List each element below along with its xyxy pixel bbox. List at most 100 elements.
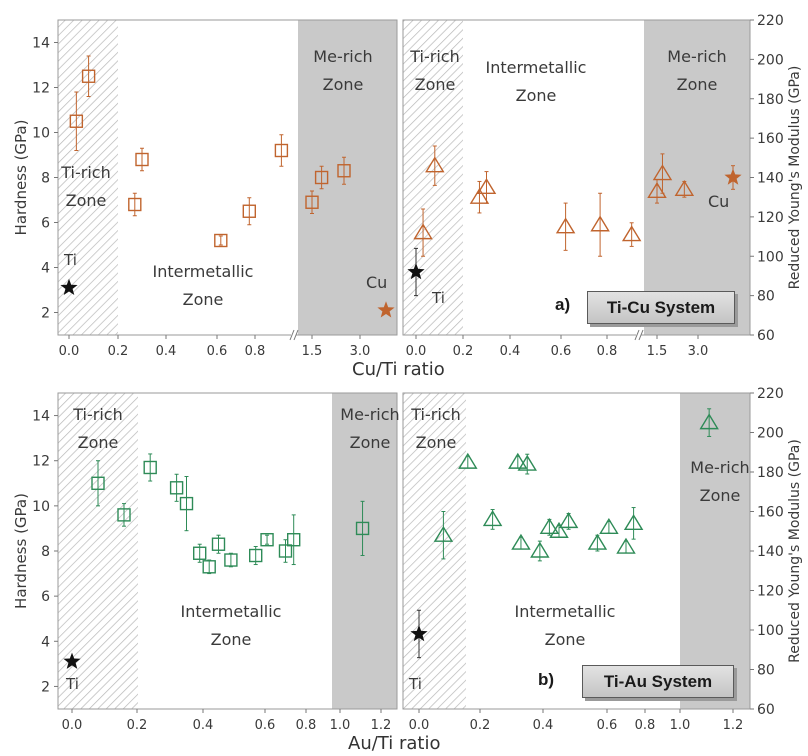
modulus-point <box>476 177 497 195</box>
zone-label: Me-rich <box>313 47 372 66</box>
hardness-point <box>355 521 370 536</box>
y-tick-label-left: 4 <box>41 261 50 277</box>
y-tick-label-left: 14 <box>32 409 50 425</box>
hardness-point <box>91 476 105 490</box>
hardness-point <box>274 143 289 158</box>
x-scale-break <box>636 329 641 341</box>
modulus-point <box>539 517 560 534</box>
x-tick-label-left: 1.2 <box>371 718 392 733</box>
modulus-point <box>699 413 719 430</box>
y-tick-label-left: 6 <box>41 589 50 605</box>
x-tick-label-left: 1.0 <box>330 718 351 733</box>
modulus-point <box>458 452 478 469</box>
modulus-point <box>517 454 537 471</box>
panel-b: 2 4 6 8 10 12 14 60 80 100 120 140 160 180 200 220 Hardn… <box>12 386 803 733</box>
x-tick-label-left: 0.0 <box>59 344 80 359</box>
y-tick-label-left: 12 <box>32 454 50 470</box>
y-tick-label-right: 200 <box>757 52 784 68</box>
y-tick-label-right: 120 <box>757 210 784 226</box>
x-tick-label-right: 1.2 <box>723 718 744 733</box>
x-tick-label-left: 0.8 <box>296 718 317 733</box>
x-tick-label-right: 0.2 <box>470 718 491 733</box>
hardness-point <box>69 114 84 128</box>
y-tick-label-right: 220 <box>757 386 784 402</box>
y-tick-label-right: 220 <box>757 13 784 29</box>
zone-label: Zone <box>677 75 718 94</box>
system-label-a: Ti-Cu System <box>587 291 735 324</box>
zone-label: Zone <box>415 75 456 94</box>
zone-label: Zone <box>323 75 364 94</box>
zone-label: Intermetallic <box>153 262 254 281</box>
x-tick-label-right: 1.0 <box>670 718 691 733</box>
x-scale-break <box>291 329 296 341</box>
x-tick-label-right: 0.0 <box>409 718 430 733</box>
axis-break <box>397 391 403 711</box>
ti-hardness-star <box>60 278 78 295</box>
ti-hardness-star <box>63 652 81 669</box>
zone-label: Zone <box>545 630 586 649</box>
x-tick-label-right: 3.0 <box>688 344 709 359</box>
x-tick-label-right: 0.8 <box>635 718 656 733</box>
hardness-point <box>214 233 228 248</box>
hardness-point <box>169 481 184 495</box>
y-tick-label-left: 10 <box>32 499 50 515</box>
zone-label: Zone <box>516 86 557 105</box>
hardness-point <box>135 152 149 167</box>
y-axis-title-right: Reduced Young's Modulus (GPa) <box>787 439 803 663</box>
y-axis-title-left: Hardness (GPa) <box>12 493 30 609</box>
x-scale-break-mark <box>289 329 295 341</box>
x-tick-label-right: 0.4 <box>500 344 521 359</box>
y-tick-label-left: 12 <box>32 81 50 97</box>
panel-label-b: b) <box>538 670 555 689</box>
modulus-point <box>511 533 531 550</box>
x-scale-break-mark <box>293 329 299 341</box>
x-tick-label-left: 0.8 <box>245 344 266 359</box>
y-tick-label-right: 80 <box>757 289 775 305</box>
y-tick-label-right: 140 <box>757 171 784 187</box>
y-tick-label-right: 120 <box>757 584 784 600</box>
hardness-point <box>81 69 96 83</box>
modulus-point <box>599 517 619 534</box>
me-rich-zone-left <box>298 20 397 335</box>
modulus-point <box>549 521 569 538</box>
zone-label: Zone <box>183 290 224 309</box>
zone-label: Intermetallic <box>181 602 282 621</box>
y-tick-label-right: 180 <box>757 92 784 108</box>
zone-label: Zone <box>700 486 741 505</box>
ti-label-right: Ti <box>408 675 422 693</box>
x-tick-label-left: 0.0 <box>62 718 83 733</box>
y-tick-label-right: 160 <box>757 505 784 521</box>
hardness-point <box>128 197 142 212</box>
x-tick-label-right: 0.4 <box>533 718 554 733</box>
axis-break <box>397 18 403 337</box>
y-tick-label-right: 140 <box>757 544 784 560</box>
hardness-point <box>248 548 263 563</box>
modulus-point <box>621 225 642 242</box>
system-label-b: Ti-Au System <box>582 665 734 698</box>
modulus-point <box>469 187 490 204</box>
modulus-point <box>674 179 695 197</box>
hardness-point <box>179 496 194 511</box>
y-tick-label-right: 80 <box>757 663 775 679</box>
cu-label-right: Cu <box>708 192 729 211</box>
cu-modulus-star <box>724 168 742 185</box>
modulus-point <box>652 164 673 181</box>
zone-label: Zone <box>350 433 391 452</box>
y-tick-label-right: 60 <box>757 702 775 718</box>
ti-rich-zone-right <box>403 393 466 709</box>
zone-label: Ti-rich <box>60 163 110 182</box>
cu-hardness-star <box>377 301 395 318</box>
x-tick-label-right: 0.0 <box>406 344 427 359</box>
hardness-point <box>260 533 274 547</box>
y-tick-label-left: 10 <box>32 126 50 142</box>
y-tick-label-left: 8 <box>41 171 50 187</box>
zone-label: Me-rich <box>667 47 726 66</box>
y-tick-label-right: 100 <box>757 249 784 265</box>
hardness-point <box>211 537 226 551</box>
me-rich-zone-right <box>680 393 750 709</box>
hardness-point <box>287 533 301 547</box>
modulus-point <box>555 217 576 234</box>
y-tick-label-right: 160 <box>757 131 784 147</box>
modulus-point <box>647 181 667 198</box>
zone-label: Ti-rich <box>72 405 122 424</box>
